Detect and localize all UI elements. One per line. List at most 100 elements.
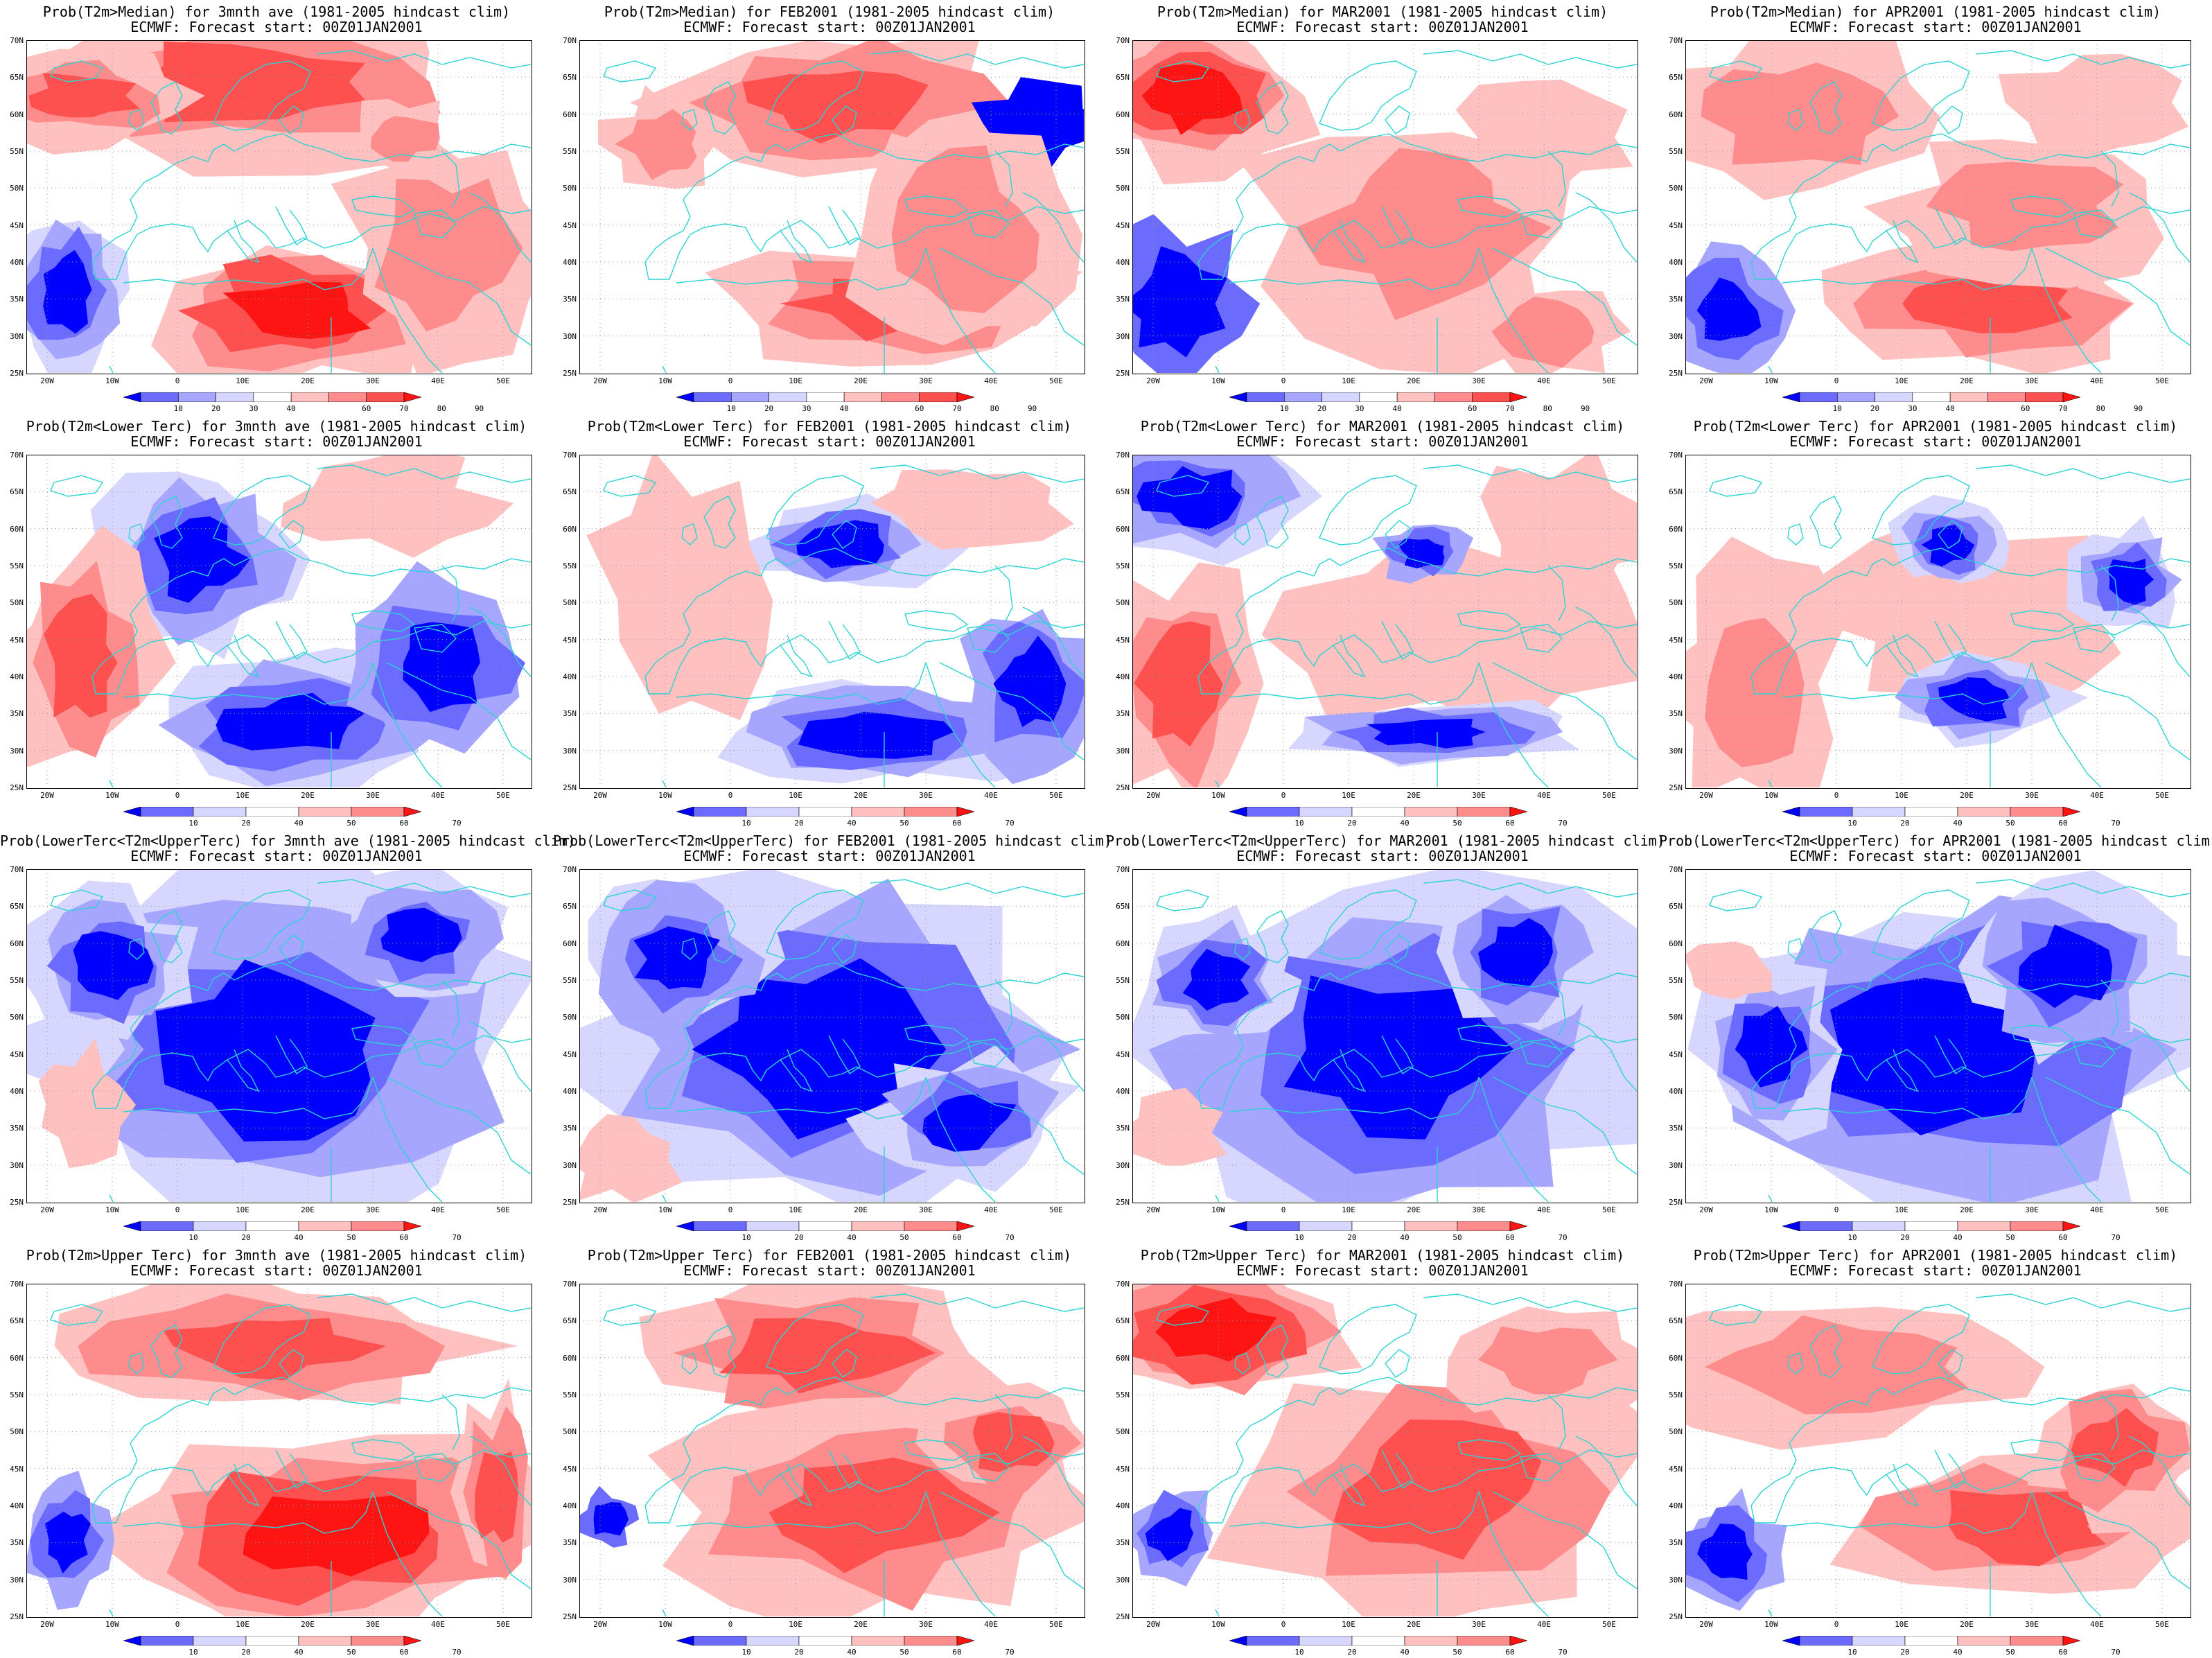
colorbar-swatch: [676, 1221, 694, 1231]
colorbar-swatch: [730, 392, 769, 402]
latitude-label: 30N: [1116, 1160, 1130, 1170]
colorbar-label: 10: [188, 819, 198, 828]
colorbar-swatch: [1246, 392, 1285, 402]
latitude-label: 60N: [1116, 524, 1130, 534]
longitude-label: 10E: [789, 1205, 802, 1214]
colorbar-swatch: [1957, 1221, 2011, 1231]
colorbar-swatch: [806, 392, 845, 402]
colorbar-label: 10: [726, 404, 736, 413]
longitude-label: 20E: [1960, 791, 1974, 800]
longitude-label: 50E: [496, 376, 510, 385]
colorbar-label: 50: [2005, 1233, 2015, 1242]
colorbar-label: 10: [1294, 1648, 1304, 1657]
map-plot: 70N 65N 60N 55N 50N 45N 40N 35N 30N 25N 20W 10W 0 10E…: [1116, 451, 1638, 799]
panel-title: Prob(T2m>Upper Terc) for APR2001 (1981-2…: [1693, 1247, 2178, 1264]
latitude-label: 65N: [563, 487, 577, 497]
coastlines: [50, 1293, 531, 1616]
longitude-label: 10W: [1764, 376, 1778, 385]
latitude-label: 55N: [1669, 1390, 1683, 1399]
colorbar-swatch: [216, 392, 254, 402]
coastlines: [1709, 50, 2190, 373]
longitude-label: 20E: [1407, 1205, 1421, 1214]
colorbar-swatch: [1404, 1636, 1458, 1646]
latitude-label: 40N: [10, 1501, 24, 1510]
longitude-label: 50E: [2155, 376, 2169, 385]
colorbar-swatch: [253, 392, 292, 402]
warm-probability-contour: [1902, 273, 2073, 333]
colorbar-swatch: [1904, 807, 1958, 817]
latitude-label: 45N: [563, 635, 577, 645]
longitude-label: 10W: [105, 1205, 119, 1214]
colorbar-label: 30: [1355, 404, 1364, 413]
colorbar-label: 70: [1558, 1648, 1568, 1657]
colorbar-label: 60: [2058, 819, 2068, 828]
longitude-label: 10W: [658, 791, 672, 800]
panel-title: Prob(T2m>Median) for FEB2001 (1981-2005 …: [604, 3, 1055, 20]
coastlines: [50, 464, 531, 787]
longitude-label: 20W: [1699, 791, 1713, 800]
colorbar-swatch: [2010, 807, 2064, 817]
colorbar-label: 20: [241, 1648, 251, 1657]
latitude-label: 60N: [1669, 110, 1683, 119]
longitude-label: 0: [175, 1205, 180, 1214]
longitude-label: 0: [1281, 1620, 1286, 1629]
longitude-label: 30E: [2025, 791, 2039, 800]
longitude-label: 0: [1281, 791, 1286, 800]
cold-probability-contour: [1283, 975, 1514, 1140]
colorbar-label: 30: [802, 404, 811, 413]
longitude-label: 30E: [919, 791, 933, 800]
colorbar-swatch: [904, 1636, 958, 1646]
longitude-label: 20W: [1146, 1205, 1160, 1214]
warm-probability-contour: [586, 455, 773, 720]
colorbar-swatch: [245, 807, 299, 817]
longitude-label: 10W: [105, 1620, 119, 1629]
colorbar-swatch: [1472, 392, 1511, 402]
colorbar-swatch: [290, 392, 329, 402]
latitude-label: 30N: [1669, 746, 1683, 756]
colorbar-swatch: [1246, 1221, 1300, 1231]
colorbar-label: 10: [188, 1648, 198, 1657]
warm-probability-contour: [163, 1318, 387, 1381]
forecast-start-line: ECMWF: Forecast start: 00Z01JAN2001: [1789, 433, 2082, 450]
colorbar-swatch: [693, 1636, 747, 1646]
latitude-label: 50N: [10, 598, 24, 608]
forecast-start-line: ECMWF: Forecast start: 00Z01JAN2001: [130, 19, 423, 35]
colorbar-swatch: [881, 392, 920, 402]
longitude-label: 10W: [658, 376, 672, 385]
cold-probability-contour: [1826, 977, 2051, 1135]
longitude-label: 20E: [1407, 791, 1421, 800]
colorbar-swatch: [1404, 1221, 1458, 1231]
colorbar-swatch: [123, 1636, 141, 1646]
colorbar-swatch: [2062, 392, 2080, 402]
colorbar-swatch: [1359, 392, 1398, 402]
colorbar: [123, 392, 421, 402]
colorbar-swatch: [904, 807, 958, 817]
longitude-label: 20E: [1407, 376, 1421, 385]
latitude-label: 35N: [10, 1538, 24, 1548]
latitude-label: 45N: [10, 1049, 24, 1059]
colorbar-label: 70: [2111, 1648, 2121, 1657]
latitude-label: 35N: [10, 295, 24, 304]
latitude-label: 40N: [1669, 1501, 1683, 1510]
longitude-label: 40E: [2090, 1620, 2104, 1629]
colorbar-swatch: [769, 392, 807, 402]
latitude-label: 25N: [10, 1198, 24, 1207]
cold-probability-contour: [1132, 246, 1227, 358]
longitude-label: 30E: [366, 376, 380, 385]
warm-probability-contour: [891, 145, 1039, 313]
latitude-label: 50N: [563, 1427, 577, 1437]
colorbar-swatch: [1509, 1636, 1527, 1646]
colorbar-swatch: [746, 1636, 800, 1646]
colorbar-swatch: [403, 1636, 421, 1646]
colorbar-label: 60: [2058, 1233, 2068, 1242]
latitude-label: 30N: [563, 1160, 577, 1170]
latitude-label: 65N: [563, 73, 577, 82]
latitude-label: 30N: [10, 1575, 24, 1585]
colorbar-label: 60: [952, 819, 962, 828]
colorbar-label: 70: [1558, 819, 1568, 828]
latitude-label: 55N: [563, 1390, 577, 1399]
colorbar-swatch: [2062, 807, 2080, 817]
colorbar-label: 60: [1505, 1648, 1515, 1657]
longitude-label: 0: [175, 791, 180, 800]
colorbar-swatch: [123, 1221, 141, 1231]
